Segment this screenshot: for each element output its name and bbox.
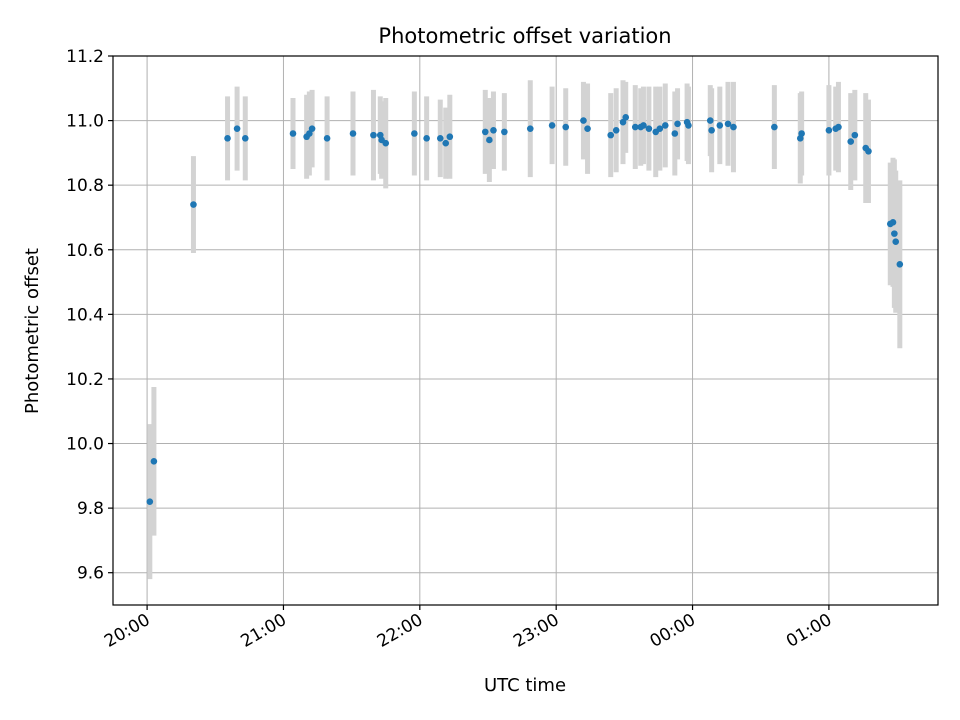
data-point (306, 130, 313, 137)
data-point (481, 128, 489, 136)
data-points (146, 114, 904, 505)
data-point (233, 125, 241, 132)
data-point (411, 130, 418, 137)
data-point (584, 125, 591, 132)
data-point (891, 230, 898, 237)
y-tick-label: 10.8 (66, 176, 104, 196)
data-point (289, 130, 297, 137)
data-point (446, 133, 454, 141)
y-tick-label: 10.4 (66, 305, 104, 325)
data-point (640, 122, 647, 129)
data-point (423, 135, 430, 142)
data-point (896, 260, 904, 268)
y-tick-label: 10.0 (66, 435, 104, 455)
data-point (708, 126, 715, 134)
x-axis-label: UTC time (484, 675, 566, 696)
data-point (490, 126, 497, 134)
data-point (323, 135, 331, 142)
data-point (889, 219, 897, 226)
y-axis-ticks: 9.6 9.8 10.0 10.2 10.4 10.6 10.8 11.0 11.2 (66, 47, 113, 584)
data-point (798, 130, 805, 137)
data-point (892, 238, 900, 245)
data-point (190, 201, 197, 208)
data-point (851, 131, 859, 139)
data-point (224, 135, 231, 142)
data-point (674, 120, 681, 128)
data-point (661, 122, 669, 129)
data-point (730, 123, 737, 131)
y-tick-label: 10.6 (66, 241, 104, 261)
data-point (622, 114, 630, 121)
data-point (486, 136, 493, 144)
data-point (146, 498, 154, 505)
data-point (612, 126, 620, 134)
data-point (150, 457, 158, 465)
y-tick-label: 9.8 (77, 499, 104, 519)
data-point (436, 135, 444, 142)
data-point (671, 130, 679, 137)
data-point (619, 118, 627, 126)
data-point (382, 139, 390, 147)
data-point (370, 131, 377, 139)
data-point (548, 122, 556, 129)
data-point (442, 139, 450, 147)
data-point (865, 147, 872, 155)
data-point (501, 128, 508, 136)
data-point (631, 123, 639, 131)
data-point (349, 130, 357, 137)
y-tick-label: 10.2 (66, 370, 104, 390)
data-point (580, 117, 587, 124)
y-tick-label: 11.0 (66, 112, 104, 132)
data-point (241, 135, 249, 142)
data-point (656, 125, 664, 132)
y-axis-label: Photometric offset (22, 248, 43, 414)
data-point (706, 117, 714, 124)
data-point (835, 123, 842, 131)
data-point (308, 125, 316, 132)
data-point (771, 123, 778, 131)
y-tick-label: 9.6 (77, 564, 104, 584)
plot-frame (112, 55, 939, 606)
data-point (847, 138, 855, 145)
data-point (685, 122, 692, 129)
data-point (825, 126, 833, 134)
data-point (724, 120, 732, 128)
data-point (526, 125, 534, 132)
data-point (645, 125, 653, 132)
y-tick-label: 11.2 (66, 47, 104, 67)
chart-title: Photometric offset variation (378, 24, 671, 48)
data-point (562, 123, 570, 131)
data-point (607, 131, 615, 139)
data-point (716, 122, 724, 129)
